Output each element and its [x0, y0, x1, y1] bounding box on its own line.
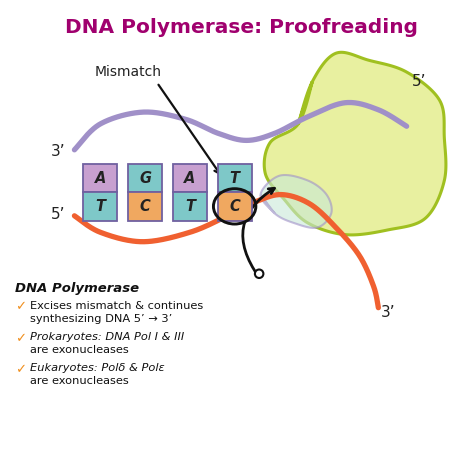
Polygon shape — [264, 52, 446, 235]
Text: A: A — [95, 171, 106, 186]
FancyBboxPatch shape — [83, 192, 117, 220]
Text: T: T — [95, 199, 105, 214]
Text: Excises mismatch & continues: Excises mismatch & continues — [30, 301, 203, 310]
Text: A: A — [184, 171, 196, 186]
Text: Eukaryotes: Polδ & Polε: Eukaryotes: Polδ & Polε — [30, 363, 165, 374]
FancyBboxPatch shape — [218, 192, 252, 220]
FancyBboxPatch shape — [128, 192, 162, 220]
Text: T: T — [229, 171, 240, 186]
Text: ✓: ✓ — [15, 301, 26, 314]
Polygon shape — [261, 175, 332, 228]
Text: C: C — [229, 199, 240, 214]
Text: T: T — [185, 199, 195, 214]
Text: ✓: ✓ — [15, 332, 26, 345]
Text: 5’: 5’ — [51, 207, 65, 222]
Text: are exonucleases: are exonucleases — [30, 346, 129, 356]
Text: synthesizing DNA 5’ → 3’: synthesizing DNA 5’ → 3’ — [30, 314, 173, 324]
FancyBboxPatch shape — [173, 192, 207, 220]
Text: ✓: ✓ — [15, 363, 26, 376]
FancyBboxPatch shape — [83, 164, 117, 192]
FancyBboxPatch shape — [173, 164, 207, 192]
Text: 3’: 3’ — [50, 144, 65, 159]
Text: DNA Polymerase: DNA Polymerase — [15, 282, 139, 295]
Text: 3’: 3’ — [381, 305, 395, 320]
Text: Mismatch: Mismatch — [95, 65, 162, 79]
Text: G: G — [139, 171, 151, 186]
Text: Prokaryotes: DNA Pol I & III: Prokaryotes: DNA Pol I & III — [30, 332, 184, 342]
Text: C: C — [140, 199, 150, 214]
Text: 5’: 5’ — [412, 74, 427, 89]
FancyBboxPatch shape — [128, 164, 162, 192]
Text: are exonucleases: are exonucleases — [30, 376, 129, 386]
FancyBboxPatch shape — [218, 164, 252, 192]
Text: DNA Polymerase: Proofreading: DNA Polymerase: Proofreading — [65, 18, 418, 37]
Ellipse shape — [255, 270, 264, 278]
